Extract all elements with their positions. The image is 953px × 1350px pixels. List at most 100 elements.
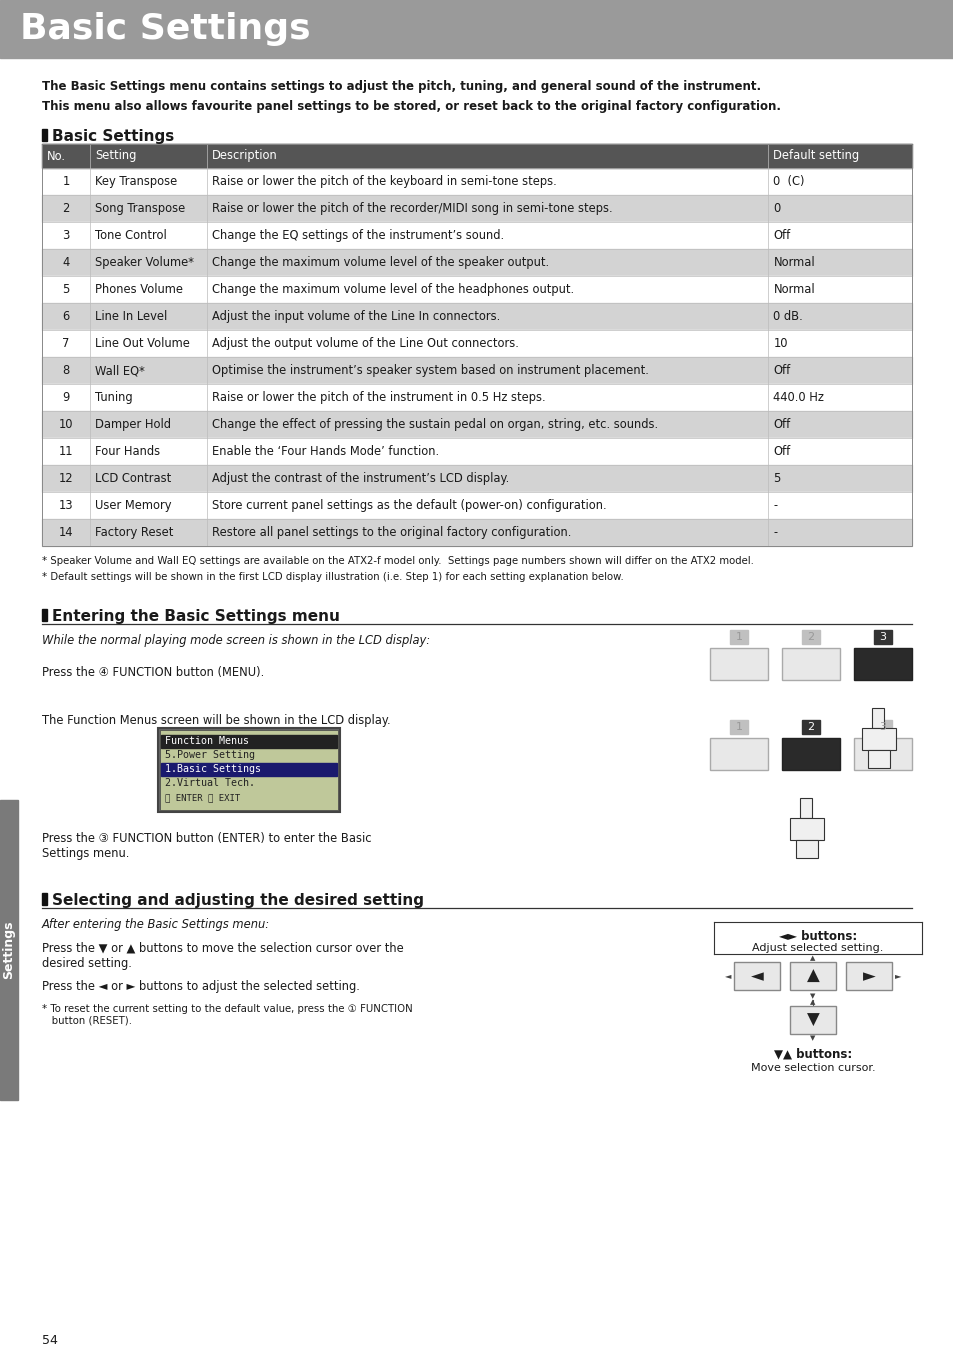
Text: Wall EQ*: Wall EQ* xyxy=(94,364,145,377)
Text: 13: 13 xyxy=(58,500,73,512)
Bar xyxy=(42,144,911,167)
Text: Off: Off xyxy=(773,418,790,431)
Text: 3: 3 xyxy=(62,230,70,242)
Text: ▼: ▼ xyxy=(809,1035,815,1041)
Text: Line Out Volume: Line Out Volume xyxy=(94,338,190,350)
Text: ▼: ▼ xyxy=(806,1011,819,1029)
Text: 0 dB.: 0 dB. xyxy=(773,310,802,323)
Bar xyxy=(42,275,911,302)
Bar xyxy=(42,144,911,545)
Text: Change the effect of pressing the sustain pedal on organ, string, etc. sounds.: Change the effect of pressing the sustai… xyxy=(213,418,658,431)
Text: 2: 2 xyxy=(806,722,814,732)
Bar xyxy=(729,720,747,734)
Bar xyxy=(733,963,780,990)
Text: Selecting and adjusting the desired setting: Selecting and adjusting the desired sett… xyxy=(52,892,423,909)
Bar xyxy=(709,648,767,680)
Text: Description: Description xyxy=(213,150,277,162)
Bar xyxy=(781,738,840,769)
Text: Line In Level: Line In Level xyxy=(94,310,167,323)
Text: No.: No. xyxy=(47,150,66,162)
Bar xyxy=(42,892,47,904)
Text: Store current panel settings as the default (power-on) configuration.: Store current panel settings as the defa… xyxy=(213,500,606,512)
Bar xyxy=(42,410,911,437)
Text: LCD Contrast: LCD Contrast xyxy=(94,472,171,485)
Text: Raise or lower the pitch of the instrument in 0.5 Hz steps.: Raise or lower the pitch of the instrume… xyxy=(213,392,545,404)
Text: Off: Off xyxy=(773,446,790,458)
Text: Basic Settings: Basic Settings xyxy=(20,12,311,46)
Text: Off: Off xyxy=(773,230,790,242)
Text: Four Hands: Four Hands xyxy=(94,446,160,458)
Bar xyxy=(0,801,18,1100)
Text: Setting: Setting xyxy=(94,150,136,162)
Bar xyxy=(795,840,817,859)
Bar xyxy=(161,763,336,776)
Text: 1: 1 xyxy=(62,176,70,188)
Text: Entering the Basic Settings menu: Entering the Basic Settings menu xyxy=(52,609,339,624)
Bar xyxy=(42,167,911,194)
Text: ▲: ▲ xyxy=(809,999,815,1004)
Bar xyxy=(789,1006,835,1034)
Text: Default setting: Default setting xyxy=(773,150,859,162)
Bar xyxy=(789,963,835,990)
Text: 0  (C): 0 (C) xyxy=(773,176,804,188)
Text: Change the EQ settings of the instrument’s sound.: Change the EQ settings of the instrument… xyxy=(213,230,504,242)
Text: 1.Basic Settings: 1.Basic Settings xyxy=(165,764,261,775)
Bar xyxy=(789,818,823,840)
Bar xyxy=(873,630,891,644)
Text: Basic Settings: Basic Settings xyxy=(52,130,174,144)
Bar xyxy=(873,720,891,734)
Text: Raise or lower the pitch of the recorder/MIDI song in semi-tone steps.: Raise or lower the pitch of the recorder… xyxy=(213,202,612,215)
Text: Adjust the output volume of the Line Out connectors.: Adjust the output volume of the Line Out… xyxy=(213,338,518,350)
Text: Phones Volume: Phones Volume xyxy=(94,284,183,296)
Text: Raise or lower the pitch of the keyboard in semi-tone steps.: Raise or lower the pitch of the keyboard… xyxy=(213,176,557,188)
Bar xyxy=(42,221,911,248)
Text: 3: 3 xyxy=(879,722,885,732)
Text: * To reset the current setting to the default value, press the ① FUNCTION
   but: * To reset the current setting to the de… xyxy=(42,1004,413,1026)
Bar xyxy=(42,329,911,356)
Text: 5: 5 xyxy=(773,472,780,485)
Bar xyxy=(871,707,883,728)
Text: 0: 0 xyxy=(773,202,780,215)
Bar xyxy=(853,738,911,769)
Text: Tuning: Tuning xyxy=(94,392,132,404)
Bar xyxy=(42,248,911,275)
Text: 10: 10 xyxy=(773,338,787,350)
Text: Damper Hold: Damper Hold xyxy=(94,418,171,431)
Text: After entering the Basic Settings menu:: After entering the Basic Settings menu: xyxy=(42,918,270,932)
Text: 1: 1 xyxy=(735,722,741,732)
Text: Settings: Settings xyxy=(3,921,15,979)
Bar xyxy=(42,194,911,221)
Text: User Memory: User Memory xyxy=(94,500,172,512)
Text: Adjust the input volume of the Line In connectors.: Adjust the input volume of the Line In c… xyxy=(213,310,500,323)
Text: 440.0 Hz: 440.0 Hz xyxy=(773,392,823,404)
Text: Song Transpose: Song Transpose xyxy=(94,202,185,215)
Text: 7: 7 xyxy=(62,338,70,350)
Text: ② ENTER ④ EXIT: ② ENTER ④ EXIT xyxy=(165,792,240,802)
Text: ►: ► xyxy=(894,972,901,980)
Text: 5.Power Setting: 5.Power Setting xyxy=(165,751,254,760)
Text: 11: 11 xyxy=(59,446,73,458)
Text: 12: 12 xyxy=(58,472,73,485)
Text: Press the ▼ or ▲ buttons to move the selection cursor over the
desired setting.: Press the ▼ or ▲ buttons to move the sel… xyxy=(42,942,403,971)
Text: 2: 2 xyxy=(62,202,70,215)
Text: ▼▲ buttons:: ▼▲ buttons: xyxy=(773,1048,851,1061)
Bar xyxy=(42,383,911,410)
Bar xyxy=(42,437,911,464)
Text: Enable the ‘Four Hands Mode’ function.: Enable the ‘Four Hands Mode’ function. xyxy=(213,446,439,458)
Text: ◄: ◄ xyxy=(750,967,762,985)
Bar xyxy=(42,518,911,545)
Text: -: - xyxy=(773,500,777,512)
Text: Press the ◄ or ► buttons to adjust the selected setting.: Press the ◄ or ► buttons to adjust the s… xyxy=(42,980,359,994)
Text: Factory Reset: Factory Reset xyxy=(94,526,173,539)
Text: * Default settings will be shown in the first LCD display illustration (i.e. Ste: * Default settings will be shown in the … xyxy=(42,572,623,582)
Text: The Basic Settings menu contains settings to adjust the pitch, tuning, and gener: The Basic Settings menu contains setting… xyxy=(42,80,760,93)
Bar xyxy=(801,630,820,644)
Text: 1: 1 xyxy=(735,632,741,643)
Text: The Function Menus screen will be shown in the LCD display.: The Function Menus screen will be shown … xyxy=(42,714,390,728)
Bar xyxy=(161,734,336,748)
Text: 54: 54 xyxy=(42,1334,58,1347)
Bar xyxy=(160,730,337,810)
Text: Change the maximum volume level of the headphones output.: Change the maximum volume level of the h… xyxy=(213,284,574,296)
Text: 6: 6 xyxy=(62,310,70,323)
Text: Press the ③ FUNCTION button (ENTER) to enter the Basic
Settings menu.: Press the ③ FUNCTION button (ENTER) to e… xyxy=(42,832,372,860)
